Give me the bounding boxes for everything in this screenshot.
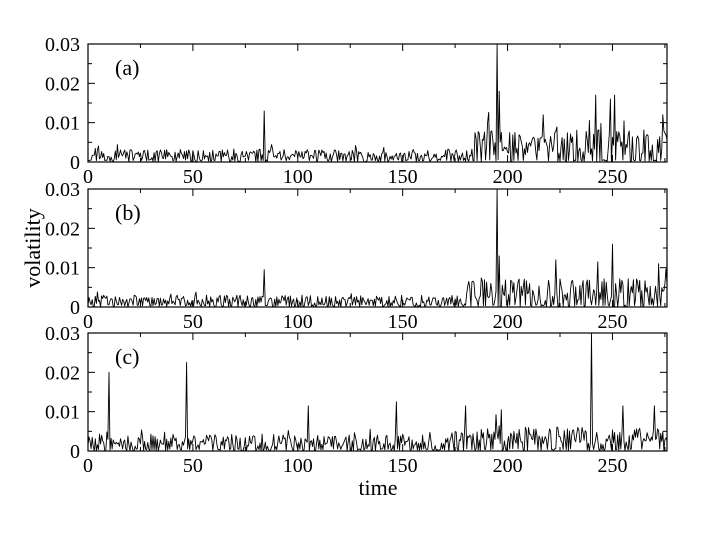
y-tick-label-0-2: 0.02	[45, 73, 80, 95]
x-tick-label-0-4: 200	[493, 166, 523, 188]
x-tick-label-1-5: 250	[597, 311, 627, 333]
y-tick-label-2-2: 0.02	[45, 362, 80, 384]
y-tick-label-2-0: 0	[70, 441, 80, 463]
y-tick-label-1-2: 0.02	[45, 218, 80, 240]
x-tick-label-1-3: 150	[388, 311, 418, 333]
panel-1: 0 50 100 150 200 250 0 0.01 0.02 0.03 (b)	[45, 179, 668, 333]
panel-label-1: (b)	[115, 200, 141, 225]
y-tick-label-0-3: 0.03	[45, 34, 80, 56]
x-tick-label-0-3: 150	[388, 166, 418, 188]
y-tick-label-1-0: 0	[70, 297, 80, 319]
x-tick-label-2-4: 200	[493, 455, 523, 477]
plot-frame-2	[87, 332, 668, 452]
series-line-2	[87, 332, 668, 452]
panel-label-0: (a)	[115, 55, 139, 80]
y-tick-label-1-1: 0.01	[45, 258, 80, 280]
panels-group: 0 50 100 150 200 250 0 0.01 0.02 0.03 (a) 0 50 100 150…	[45, 34, 668, 477]
x-tick-label-2-0: 0	[83, 455, 93, 477]
panel-2: 0 50 100 150 200 250 0 0.01 0.02 0.03 (c)	[45, 323, 668, 477]
y-tick-label-0-1: 0.01	[45, 113, 80, 135]
series-line-0	[87, 43, 668, 163]
y-tick-label-2-1: 0.01	[45, 402, 80, 424]
x-tick-label-0-0: 0	[83, 166, 93, 188]
x-tick-label-0-5: 250	[597, 166, 627, 188]
x-tick-label-2-3: 150	[388, 455, 418, 477]
y-axis-title: volatility	[20, 208, 45, 287]
x-tick-label-2-1: 50	[183, 455, 203, 477]
x-tick-label-1-0: 0	[83, 311, 93, 333]
x-tick-label-0-1: 50	[183, 166, 203, 188]
plot-frame-0	[87, 43, 668, 163]
panel-0: 0 50 100 150 200 250 0 0.01 0.02 0.03 (a)	[45, 34, 668, 188]
x-tick-label-1-2: 100	[283, 311, 313, 333]
y-tick-label-2-3: 0.03	[45, 323, 80, 345]
x-tick-label-1-1: 50	[183, 311, 203, 333]
y-tick-label-0-0: 0	[70, 152, 80, 174]
panel-label-2: (c)	[115, 344, 139, 369]
series-line-1	[87, 188, 668, 308]
x-tick-label-2-2: 100	[283, 455, 313, 477]
x-tick-label-0-2: 100	[283, 166, 313, 188]
x-axis-title: time	[358, 475, 397, 500]
y-tick-label-1-3: 0.03	[45, 179, 80, 201]
x-tick-label-2-5: 250	[597, 455, 627, 477]
x-tick-label-1-4: 200	[493, 311, 523, 333]
